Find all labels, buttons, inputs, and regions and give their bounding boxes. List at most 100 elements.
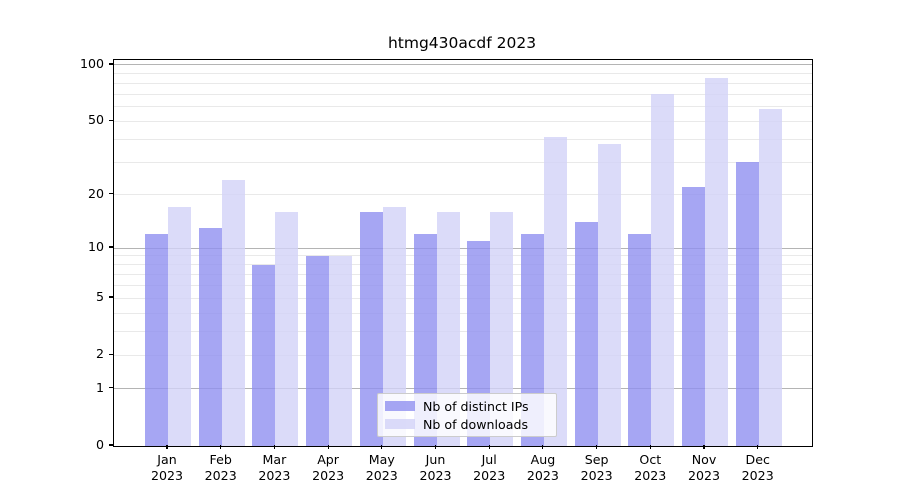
bar-distinct-ips-nov bbox=[682, 187, 705, 446]
x-tick-year: 2023 bbox=[634, 467, 667, 483]
gridline-minor bbox=[114, 354, 812, 356]
bar-downloads-jul bbox=[490, 212, 514, 446]
x-tick-year: 2023 bbox=[150, 467, 184, 483]
x-tick-mark bbox=[273, 445, 275, 449]
x-tick-label: Nov 2023 bbox=[674, 452, 734, 483]
y-tick-label: 50 bbox=[87, 112, 104, 128]
bar-downloads-feb bbox=[221, 180, 245, 446]
bar-distinct-ips-jan bbox=[145, 234, 168, 446]
x-tick-year: 2023 bbox=[687, 467, 721, 483]
x-tick-year: 2023 bbox=[741, 467, 774, 483]
bar-distinct-ips-mar bbox=[252, 264, 276, 446]
chart-title: htmg430acdf 2023 bbox=[387, 34, 537, 52]
bar-distinct-ips-may bbox=[359, 212, 383, 446]
x-tick-year: 2023 bbox=[204, 467, 237, 483]
gridline-minor bbox=[114, 82, 812, 84]
x-tick-year: 2023 bbox=[473, 467, 506, 483]
bar-downloads-mar bbox=[275, 212, 299, 446]
gridline-minor bbox=[114, 194, 812, 196]
x-tick-mark bbox=[327, 445, 329, 449]
x-tick-label: Jan 2023 bbox=[137, 452, 197, 483]
bar-distinct-ips-apr bbox=[306, 255, 330, 446]
bar-downloads-sep bbox=[597, 143, 621, 446]
x-tick-mark bbox=[488, 445, 490, 449]
y-tick-mark bbox=[109, 444, 113, 446]
bar-downloads-apr bbox=[329, 255, 353, 446]
gridline-major bbox=[114, 388, 812, 390]
x-tick-year: 2023 bbox=[365, 467, 398, 483]
plot-area bbox=[113, 59, 813, 447]
bar-downloads-oct bbox=[651, 94, 675, 446]
legend-swatch-downloads bbox=[385, 419, 415, 429]
x-tick-mark bbox=[220, 445, 222, 449]
bar-downloads-may bbox=[382, 207, 406, 446]
y-tick-label: 5 bbox=[95, 289, 104, 305]
x-tick-year: 2023 bbox=[526, 467, 559, 483]
x-tick-label: Oct 2023 bbox=[620, 452, 680, 483]
legend-item-downloads: Nb of downloads bbox=[385, 418, 556, 431]
y-tick-mark bbox=[109, 353, 113, 355]
gridline-minor bbox=[114, 312, 812, 314]
gridline-minor bbox=[114, 284, 812, 286]
gridline-minor bbox=[114, 120, 812, 122]
bar-downloads-jun bbox=[436, 212, 460, 446]
gridline-minor bbox=[114, 106, 812, 108]
x-tick-mark bbox=[596, 445, 598, 449]
gridline-minor bbox=[114, 138, 812, 140]
y-tick-label: 20 bbox=[87, 185, 104, 201]
x-tick-year: 2023 bbox=[258, 467, 291, 483]
y-tick-mark bbox=[109, 387, 113, 389]
x-tick-mark bbox=[757, 445, 759, 449]
legend-label-distinct-ips: Nb of distinct IPs bbox=[423, 398, 529, 414]
x-tick-label: Jul 2023 bbox=[459, 452, 519, 483]
x-tick-mark bbox=[434, 445, 437, 449]
bar-downloads-nov bbox=[705, 78, 728, 446]
y-tick-mark bbox=[109, 193, 113, 195]
x-tick-label: Feb 2023 bbox=[191, 452, 251, 483]
x-tick-label: Sep 2023 bbox=[567, 452, 627, 483]
x-tick-mark bbox=[166, 445, 168, 449]
y-tick-label: 2 bbox=[95, 346, 104, 362]
x-tick-year: 2023 bbox=[580, 467, 613, 483]
x-tick-mark bbox=[649, 445, 651, 449]
bar-downloads-aug bbox=[543, 137, 567, 446]
x-tick-mark bbox=[381, 445, 383, 449]
legend-item-distinct-ips: Nb of distinct IPs bbox=[385, 400, 556, 413]
gridline-minor bbox=[114, 264, 812, 266]
x-tick-label: Jun 2023 bbox=[406, 452, 466, 483]
gridline-major bbox=[114, 64, 812, 66]
x-tick-label: Mar 2023 bbox=[244, 452, 304, 483]
y-tick-label: 100 bbox=[79, 55, 104, 71]
y-tick-label: 10 bbox=[87, 239, 104, 255]
gridline-minor bbox=[114, 73, 812, 75]
y-tick-mark bbox=[109, 246, 113, 248]
x-tick-label: May 2023 bbox=[352, 452, 412, 483]
bar-distinct-ips-dec bbox=[735, 162, 759, 446]
x-tick-mark bbox=[703, 445, 705, 449]
y-tick-label: 1 bbox=[95, 379, 104, 395]
legend: Nb of distinct IPs Nb of downloads bbox=[377, 393, 557, 437]
bar-distinct-ips-sep bbox=[574, 222, 598, 446]
gridline-minor bbox=[114, 331, 812, 333]
gridline-minor bbox=[114, 161, 812, 163]
x-tick-year: 2023 bbox=[419, 467, 452, 483]
x-tick-mark bbox=[542, 445, 544, 449]
y-tick-mark bbox=[109, 63, 113, 65]
x-tick-label: Apr 2023 bbox=[298, 452, 358, 483]
y-tick-label: 0 bbox=[95, 437, 104, 452]
y-tick-mark bbox=[109, 119, 113, 121]
x-tick-label: Aug 2023 bbox=[513, 452, 573, 483]
legend-swatch-distinct-ips bbox=[385, 401, 415, 411]
bar-distinct-ips-feb bbox=[198, 228, 222, 446]
x-tick-label: Dec 2023 bbox=[728, 452, 788, 483]
y-tick-mark bbox=[109, 296, 113, 298]
x-tick-year: 2023 bbox=[312, 467, 345, 483]
gridline-minor bbox=[114, 273, 812, 275]
bar-distinct-ips-oct bbox=[628, 234, 652, 446]
gridline-minor bbox=[114, 297, 812, 299]
gridline-major bbox=[114, 247, 812, 249]
gridline-minor bbox=[114, 93, 812, 95]
bar-downloads-dec bbox=[758, 109, 782, 446]
gridline-minor bbox=[114, 255, 812, 257]
